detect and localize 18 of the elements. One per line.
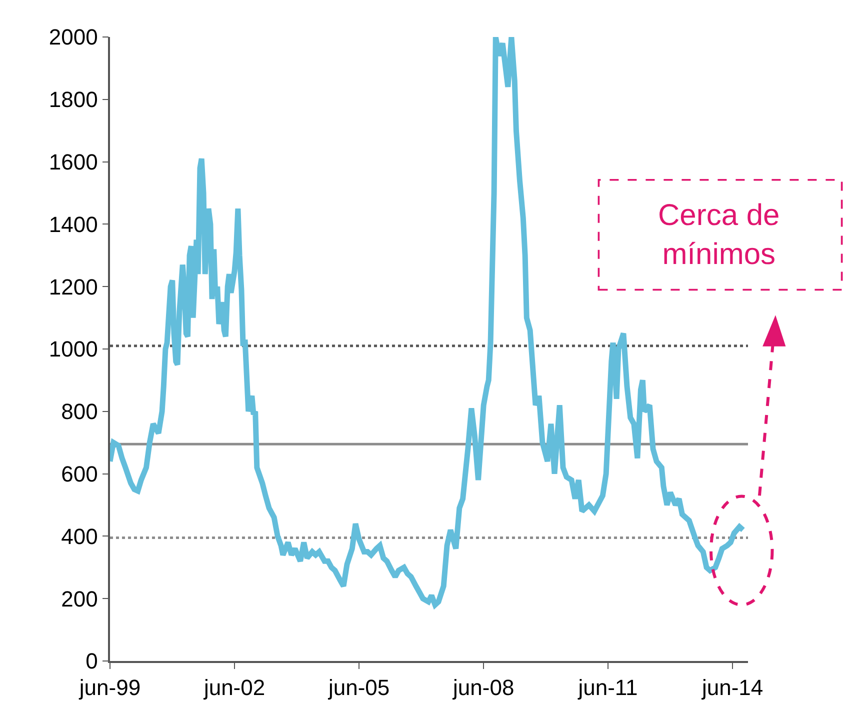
y-tick-label: 1800 xyxy=(48,87,98,112)
y-tick-label: 1600 xyxy=(48,150,98,174)
annotation: Cerca de mínimos xyxy=(658,199,780,271)
x-tick-label: jun-05 xyxy=(327,675,390,700)
y-tick-label: 400 xyxy=(61,524,98,549)
y-tick-label: 1200 xyxy=(48,274,98,300)
y-tick-label: 200 xyxy=(61,586,98,612)
y-tick-label: 2000 xyxy=(48,24,98,50)
x-tick-label: jun-99 xyxy=(78,675,141,700)
y-tick-label: 1000 xyxy=(48,336,98,362)
x-tick-label: jun-02 xyxy=(202,675,266,700)
y-tick-label: 800 xyxy=(61,399,98,424)
x-tick-label: jun-11 xyxy=(577,675,638,700)
x-tick-label: jun-08 xyxy=(452,675,514,700)
y-tick-label: 0 xyxy=(86,648,98,674)
y-tick-label: 1400 xyxy=(48,212,98,237)
x-tick-label: jun-14 xyxy=(700,675,764,700)
y-tick-label: 600 xyxy=(61,462,98,486)
